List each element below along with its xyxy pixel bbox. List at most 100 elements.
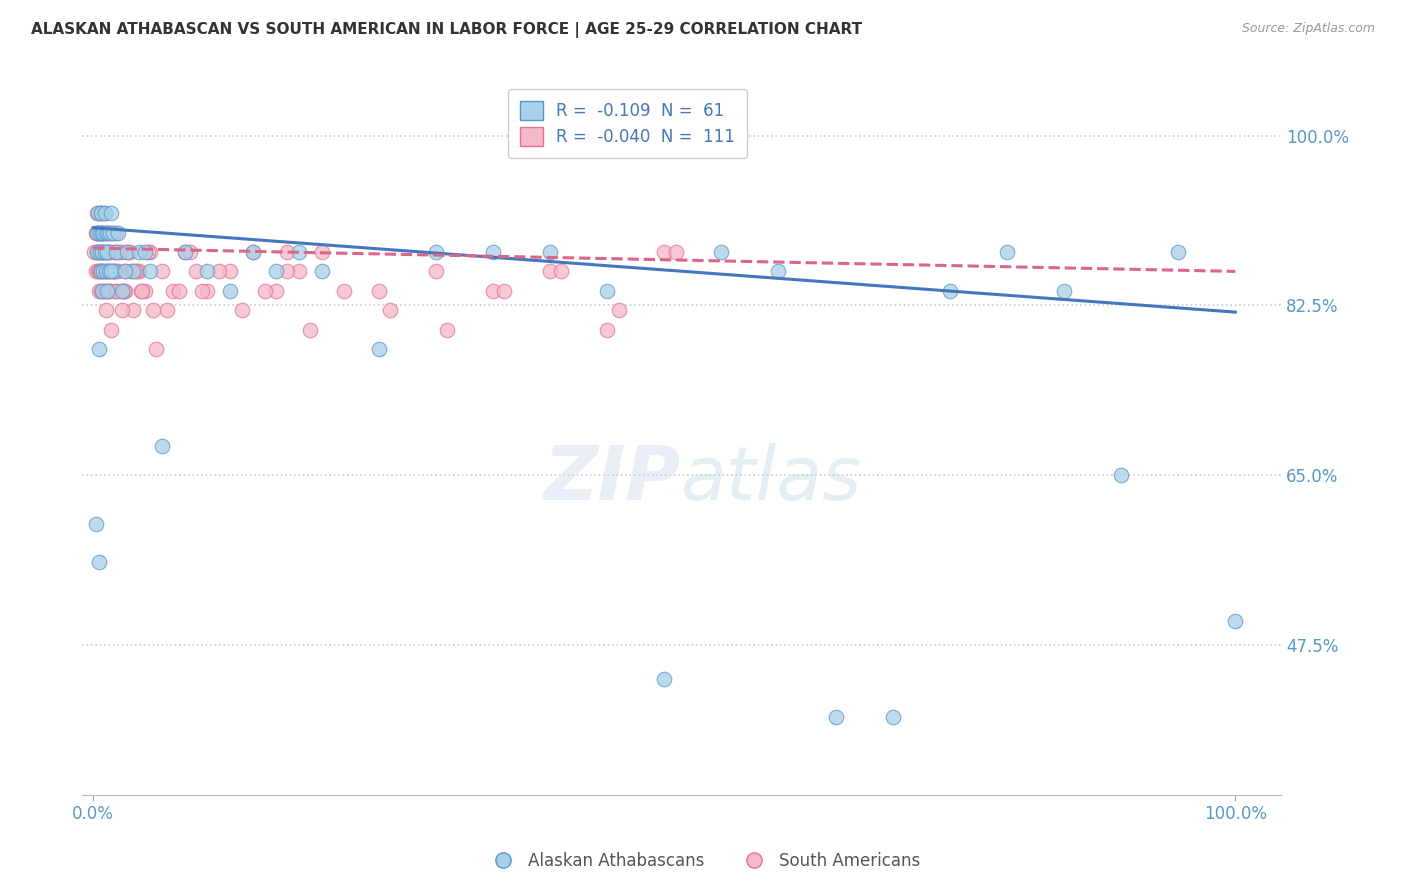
Point xyxy=(98,245,121,260)
Point xyxy=(93,226,115,240)
Point xyxy=(122,264,145,278)
Point xyxy=(129,284,152,298)
Point xyxy=(86,245,108,260)
Point xyxy=(91,284,114,298)
Point xyxy=(91,264,114,278)
Point xyxy=(367,284,389,298)
Point xyxy=(91,226,114,240)
Point xyxy=(100,206,122,220)
Point xyxy=(105,245,128,260)
Point xyxy=(596,322,619,336)
Point xyxy=(288,264,311,278)
Point xyxy=(105,226,128,240)
Point xyxy=(84,264,107,278)
Point xyxy=(219,264,242,278)
Point xyxy=(96,245,118,260)
Point xyxy=(242,245,264,260)
Point xyxy=(197,284,219,298)
Point xyxy=(125,264,148,278)
Point xyxy=(87,264,110,278)
Point xyxy=(882,710,904,724)
Point xyxy=(253,284,276,298)
Point xyxy=(122,303,145,318)
Legend: R =  -0.109  N =  61, R =  -0.040  N =  111: R = -0.109 N = 61, R = -0.040 N = 111 xyxy=(508,89,747,158)
Point xyxy=(1225,614,1247,628)
Point xyxy=(665,245,688,260)
Point xyxy=(128,245,150,260)
Point xyxy=(114,284,136,298)
Point xyxy=(94,303,117,318)
Point xyxy=(83,245,105,260)
Point xyxy=(425,264,447,278)
Point xyxy=(482,284,505,298)
Point xyxy=(311,245,333,260)
Point xyxy=(97,226,120,240)
Point xyxy=(86,245,108,260)
Point xyxy=(93,206,115,220)
Point xyxy=(98,226,121,240)
Point xyxy=(311,264,333,278)
Point xyxy=(264,264,287,278)
Point xyxy=(118,245,141,260)
Point xyxy=(100,226,122,240)
Point xyxy=(110,245,132,260)
Point xyxy=(100,322,122,336)
Point xyxy=(98,245,121,260)
Point xyxy=(89,226,111,240)
Point xyxy=(425,245,447,260)
Point xyxy=(652,672,675,686)
Point xyxy=(87,555,110,569)
Point xyxy=(100,264,122,278)
Point xyxy=(494,284,516,298)
Point xyxy=(156,303,179,318)
Point xyxy=(710,245,733,260)
Point xyxy=(145,342,167,356)
Point xyxy=(101,226,124,240)
Point xyxy=(108,245,131,260)
Point xyxy=(86,226,108,240)
Point xyxy=(105,245,128,260)
Point xyxy=(103,245,125,260)
Point xyxy=(111,303,134,318)
Point xyxy=(1109,468,1132,483)
Point xyxy=(91,226,114,240)
Point xyxy=(90,245,112,260)
Point xyxy=(90,206,112,220)
Point xyxy=(93,264,115,278)
Point xyxy=(208,264,231,278)
Point xyxy=(120,264,142,278)
Text: Source: ZipAtlas.com: Source: ZipAtlas.com xyxy=(1241,22,1375,36)
Point xyxy=(550,264,572,278)
Point xyxy=(98,264,121,278)
Point xyxy=(84,226,107,240)
Point xyxy=(136,245,159,260)
Point xyxy=(91,226,114,240)
Point xyxy=(89,245,111,260)
Point xyxy=(104,264,127,278)
Point xyxy=(98,284,121,298)
Point xyxy=(139,264,162,278)
Point xyxy=(87,245,110,260)
Point xyxy=(103,264,125,278)
Point xyxy=(276,245,298,260)
Point xyxy=(482,245,505,260)
Point xyxy=(114,264,136,278)
Point xyxy=(111,284,134,298)
Point xyxy=(264,284,287,298)
Point xyxy=(96,284,118,298)
Point xyxy=(768,264,790,278)
Text: atlas: atlas xyxy=(682,443,863,516)
Point xyxy=(91,245,114,260)
Point xyxy=(824,710,846,724)
Point xyxy=(98,264,121,278)
Point xyxy=(436,322,458,336)
Point xyxy=(1053,284,1076,298)
Point xyxy=(87,342,110,356)
Point xyxy=(242,245,264,260)
Point xyxy=(94,264,117,278)
Point xyxy=(538,264,561,278)
Point xyxy=(89,226,111,240)
Point xyxy=(190,284,212,298)
Text: ZIP: ZIP xyxy=(544,442,682,516)
Point xyxy=(173,245,195,260)
